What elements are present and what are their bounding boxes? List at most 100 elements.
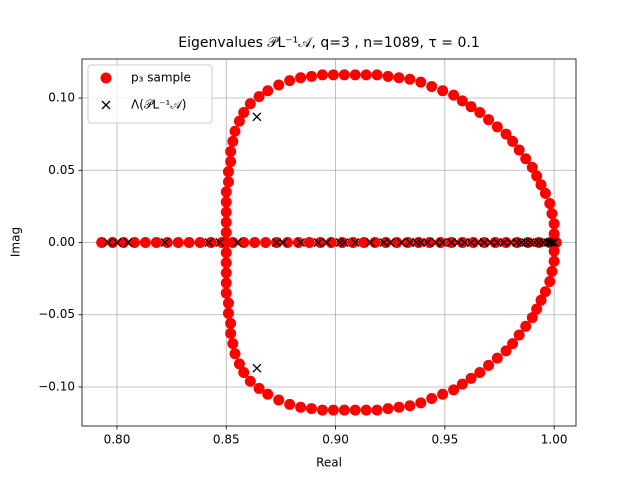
- point: [415, 76, 427, 88]
- point: [489, 237, 501, 248]
- point: [306, 403, 318, 415]
- point: [222, 166, 234, 178]
- point: [380, 237, 392, 248]
- point: [273, 79, 285, 91]
- point: [415, 397, 427, 409]
- x-marker: [466, 238, 476, 247]
- point: [393, 401, 405, 413]
- point: [150, 237, 162, 248]
- point: [465, 101, 477, 113]
- point: [349, 69, 361, 81]
- point: [227, 338, 239, 350]
- x-marker: [547, 238, 557, 247]
- x-marker: [416, 238, 426, 247]
- point: [360, 69, 372, 81]
- x-marker: [453, 238, 463, 247]
- point: [391, 237, 403, 248]
- x-marker: [534, 238, 544, 247]
- point: [244, 98, 256, 110]
- y-axis-label: Imag: [9, 227, 23, 257]
- point: [526, 161, 538, 173]
- point: [273, 394, 285, 406]
- point: [222, 307, 234, 319]
- point: [238, 106, 250, 118]
- point: [371, 69, 383, 81]
- point: [139, 237, 151, 248]
- point: [393, 72, 405, 84]
- point: [220, 206, 232, 218]
- legend: p₃ sample Λ(𝒫L⁻¹𝒜): [87, 64, 213, 124]
- point: [548, 228, 560, 240]
- point: [520, 320, 532, 332]
- x-marker: [512, 238, 522, 247]
- point: [513, 329, 525, 341]
- point: [183, 237, 195, 248]
- point: [220, 267, 232, 279]
- point: [306, 70, 318, 82]
- point: [413, 237, 425, 248]
- point: [491, 352, 503, 364]
- point: [535, 294, 547, 306]
- point: [347, 237, 359, 248]
- point: [360, 404, 372, 416]
- x-axis-label: Real: [316, 456, 342, 470]
- x-marker: [252, 363, 262, 373]
- x-marker: [296, 238, 306, 247]
- x-marker: [313, 238, 323, 247]
- point: [404, 73, 416, 85]
- point: [222, 176, 234, 188]
- point: [548, 245, 560, 257]
- point: [546, 208, 558, 220]
- point: [382, 70, 394, 82]
- point: [295, 72, 307, 84]
- x-marker: [505, 238, 515, 247]
- point: [448, 384, 460, 396]
- point: [426, 80, 438, 92]
- point: [544, 197, 556, 209]
- point: [531, 170, 543, 182]
- point: [531, 303, 543, 315]
- point: [281, 237, 293, 248]
- point: [229, 125, 241, 137]
- point: [205, 237, 217, 248]
- point: [483, 114, 495, 126]
- point: [437, 388, 449, 400]
- x-marker: [460, 238, 469, 247]
- point: [225, 328, 237, 340]
- point: [161, 237, 173, 248]
- point: [369, 237, 381, 248]
- point: [107, 237, 119, 248]
- x-marker: [204, 238, 214, 247]
- x-marker: [486, 238, 496, 247]
- point: [336, 237, 348, 248]
- point: [220, 216, 232, 228]
- point: [295, 401, 307, 413]
- point: [456, 237, 468, 248]
- point: [314, 237, 326, 248]
- x-marker: [473, 238, 483, 247]
- x-tick-label: 0.95: [431, 433, 458, 447]
- x-marker: [112, 238, 122, 247]
- point: [303, 237, 315, 248]
- x-marker: [335, 238, 345, 247]
- point: [507, 135, 519, 147]
- point: [474, 106, 486, 118]
- point: [550, 237, 562, 248]
- point: [548, 218, 560, 230]
- x-marker: [431, 238, 441, 247]
- point: [253, 91, 265, 103]
- x-marker: [215, 238, 225, 247]
- point: [456, 95, 468, 107]
- point: [292, 237, 304, 248]
- y-tick-label: −0.10: [38, 379, 75, 393]
- point: [220, 226, 232, 238]
- point: [358, 237, 370, 248]
- x-tick-label: 0.80: [104, 433, 131, 447]
- point: [227, 135, 239, 147]
- point: [262, 388, 274, 400]
- x-marker: [123, 238, 133, 247]
- point: [434, 237, 446, 248]
- point: [338, 404, 350, 416]
- y-tick-label: 0.10: [48, 91, 75, 105]
